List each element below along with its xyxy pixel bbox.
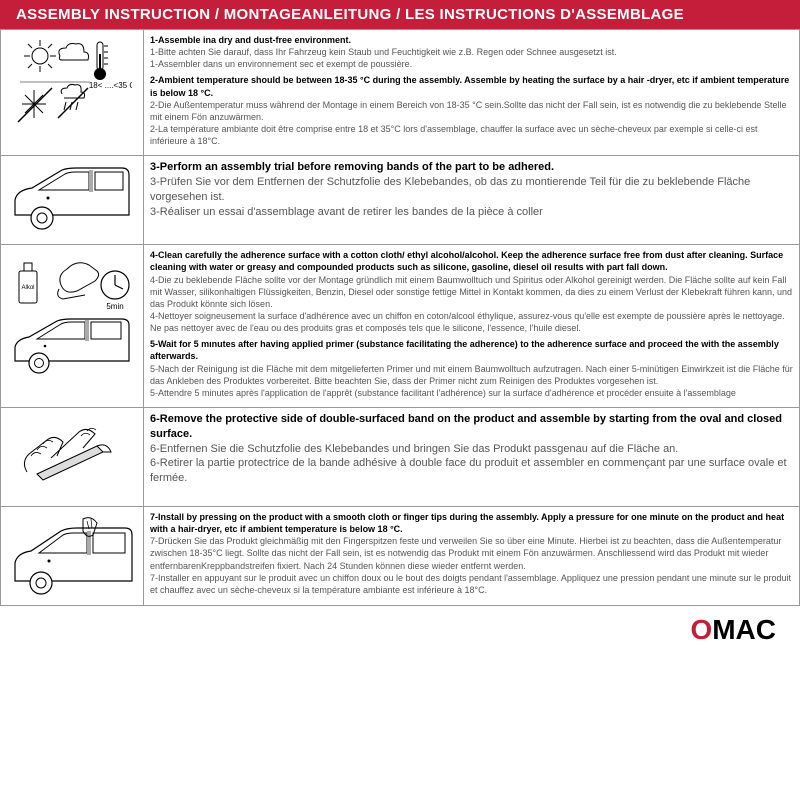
step-block: 5-Wait for 5 mınutes after having applie… [150, 338, 793, 399]
peel-icon [7, 412, 137, 502]
icon-cell-temp: 18< ....<35 C [1, 30, 144, 156]
header-title: ASSEMBLY INSTRUCTION / MONTAGEANLEITUNG … [16, 6, 684, 23]
step-sub: 3-Prüfen Sie vor dem Entfernen der Schut… [150, 175, 793, 205]
step-bold: 6-Remove the protective side of double-s… [150, 412, 793, 442]
step-bold: 2-Ambient temperature should be between … [150, 74, 793, 98]
header-bar: ASSEMBLY INSTRUCTION / MONTAGEANLEITUNG … [0, 0, 800, 29]
step-block: 7-Install by pressing on the product wit… [150, 511, 793, 596]
step-bold: 5-Wait for 5 mınutes after having applie… [150, 338, 793, 362]
step-bold: 4-Clean carefully the adherence surface … [150, 249, 793, 273]
table-row: Alkol 5min [1, 245, 800, 408]
step-sub: 2-La température ambiante doit être comp… [150, 123, 793, 147]
svg-text:5min: 5min [106, 302, 123, 311]
table-row: 6-Remove the protective side of double-s… [1, 407, 800, 506]
step-sub: 7-Installer en appuyant sur le produit a… [150, 572, 793, 596]
instruction-table: 18< ....<35 C 1-Assemble ina dry and dus… [0, 29, 800, 606]
table-row: 3-Perform an assembly trial before remov… [1, 156, 800, 245]
text-cell: 1-Assemble ina dry and dust-free environ… [144, 30, 800, 156]
step-sub: 4-Die zu beklebende Fläche sollte vor de… [150, 274, 793, 310]
step-sub: 7-Drücken Sie das Produkt gleichmäßig mi… [150, 535, 793, 571]
logo: OMAC [690, 614, 776, 646]
step-sub: 2-Die Außentemperatur muss während der M… [150, 99, 793, 123]
svg-text:18< ....<35 C: 18< ....<35 C [89, 81, 132, 90]
text-cell: 4-Clean carefully the adherence surface … [144, 245, 800, 408]
icon-cell-peel [1, 407, 144, 506]
text-cell: 7-Install by pressing on the product wit… [144, 506, 800, 605]
logo-accent: O [690, 614, 712, 645]
step-sub: 6-Retirer la partie protectrice de la ba… [150, 456, 793, 486]
step-bold: 3-Perform an assembly trial before remov… [150, 160, 793, 175]
step-sub: 6-Entfernen Sie die Schutzfolie des Kleb… [150, 442, 793, 457]
step-block: 6-Remove the protective side of double-s… [150, 412, 793, 486]
table-row: 18< ....<35 C 1-Assemble ina dry and dus… [1, 30, 800, 156]
icon-cell-clean: Alkol 5min [1, 245, 144, 408]
press-icon [7, 511, 137, 601]
footer: OMAC [0, 606, 800, 650]
logo-main: MAC [712, 614, 776, 645]
step-sub: 1-Assembler dans un environnement sec et… [150, 58, 793, 70]
step-block: 3-Perform an assembly trial before remov… [150, 160, 793, 219]
step-block: 2-Ambient temperature should be between … [150, 74, 793, 147]
svg-text:Alkol: Alkol [21, 285, 34, 291]
car-icon [7, 160, 137, 240]
step-sub: 5-Nach der Reinigung ist die Fläche mit … [150, 363, 793, 387]
step-bold: 1-Assemble ina dry and dust-free environ… [150, 34, 793, 46]
step-sub: 1-Bitte achten Sie darauf, dass Ihr Fahr… [150, 46, 793, 58]
step-sub: 4-Nettoyer soigneusement la surface d'ad… [150, 310, 793, 334]
step-sub: 3-Réaliser un essai d'assemblage avant d… [150, 205, 793, 220]
step-bold: 7-Install by pressing on the product wit… [150, 511, 793, 535]
step-block: 1-Assemble ina dry and dust-free environ… [150, 34, 793, 70]
text-cell: 3-Perform an assembly trial before remov… [144, 156, 800, 245]
text-cell: 6-Remove the protective side of double-s… [144, 407, 800, 506]
icon-cell-press [1, 506, 144, 605]
icon-cell-car [1, 156, 144, 245]
step-sub: 5-Attendre 5 minutes après l'application… [150, 387, 793, 399]
step-block: 4-Clean carefully the adherence surface … [150, 249, 793, 334]
table-row: 7-Install by pressing on the product wit… [1, 506, 800, 605]
clean-icon: Alkol 5min [7, 249, 137, 379]
temp-icon: 18< ....<35 C [12, 34, 132, 134]
